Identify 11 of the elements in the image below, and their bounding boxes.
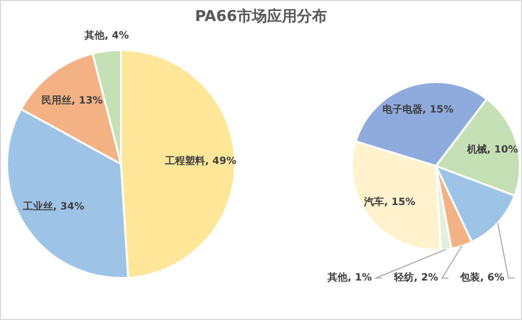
- slice-label: 其他, 1%: [326, 272, 372, 284]
- slice-label: 包装, 6%: [459, 272, 504, 284]
- slice-label: 工业丝, 34%: [22, 200, 84, 212]
- slice-label: 其他, 4%: [84, 30, 129, 42]
- chart-title: PA66市场应用分布: [194, 7, 328, 26]
- slice-label: 民用丝, 13%: [41, 94, 103, 107]
- slice-label: 机械, 10%: [466, 143, 518, 156]
- slice-label: 汽车, 15%: [363, 196, 416, 208]
- slice-label: 工程塑料, 49%: [164, 155, 236, 168]
- slice-label: 电子电器, 15%: [382, 104, 454, 116]
- slice-label: 轻纺, 2%: [392, 272, 438, 284]
